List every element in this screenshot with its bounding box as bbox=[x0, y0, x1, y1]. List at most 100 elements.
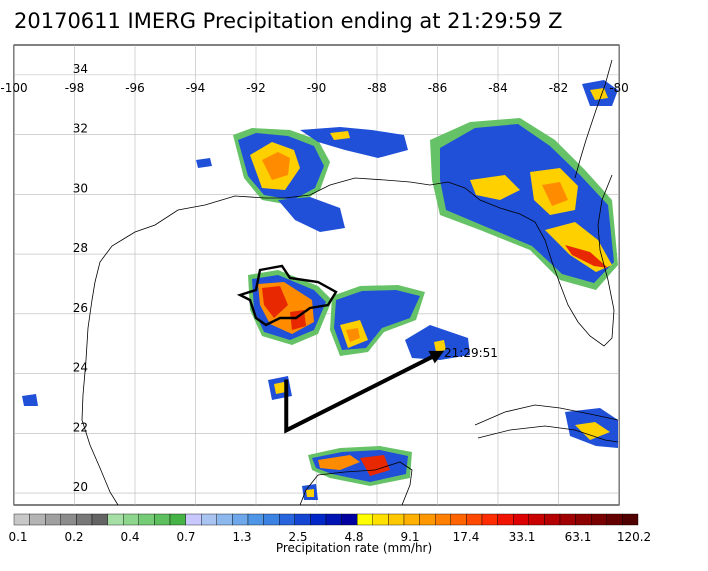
longitude-tick-label: -84 bbox=[488, 81, 508, 95]
precip-cell bbox=[278, 197, 345, 232]
colorbar-tick-label: 120.2 bbox=[617, 530, 651, 544]
latitude-tick-label: 20 bbox=[73, 480, 88, 494]
colorbar-tick-label: 4.8 bbox=[344, 530, 363, 544]
precip-cell bbox=[590, 88, 608, 100]
texas-mexico-coast bbox=[81, 184, 331, 505]
colorbar-swatch bbox=[263, 513, 280, 526]
colorbar-swatch bbox=[29, 513, 46, 526]
precip-cell bbox=[262, 286, 288, 318]
precip-cell bbox=[196, 158, 212, 168]
latitude-labels: 34 32 30 28 26 24 22 20 bbox=[73, 62, 88, 494]
longitude-tick-label: -100 bbox=[0, 81, 27, 95]
precip-cell bbox=[22, 394, 38, 406]
colorbar-swatch bbox=[481, 513, 498, 526]
colorbar-tick-label: 0.7 bbox=[176, 530, 195, 544]
precip-cell bbox=[346, 328, 360, 342]
colorbar-tick-label: 0.1 bbox=[8, 530, 27, 544]
colorbar-swatch bbox=[232, 513, 249, 526]
latitude-tick-label: 24 bbox=[73, 361, 88, 375]
colorbar-tick-label: 0.2 bbox=[64, 530, 83, 544]
colorbar-swatch bbox=[185, 513, 202, 526]
colorbar-tick-label: 33.1 bbox=[509, 530, 536, 544]
colorbar-tick-label: 63.1 bbox=[565, 530, 592, 544]
precip-cell bbox=[575, 422, 610, 440]
precip-cell bbox=[470, 175, 520, 200]
colorbar-tick-label: 1.3 bbox=[232, 530, 251, 544]
longitude-tick-label: -82 bbox=[549, 81, 569, 95]
colorbar-swatch bbox=[200, 513, 217, 526]
colorbar-swatch bbox=[169, 513, 186, 526]
colorbar-swatch bbox=[13, 513, 30, 526]
precipitation-cells bbox=[22, 80, 618, 500]
colorbar-swatch bbox=[528, 513, 545, 526]
colorbar-swatch bbox=[122, 513, 139, 526]
latitude-tick-label: 26 bbox=[73, 301, 88, 315]
colorbar-tick-label: 9.1 bbox=[400, 530, 419, 544]
colorbar-swatch bbox=[575, 513, 592, 526]
longitude-labels: -100 -98 -96 -94 -92 -90 -88 -86 -84 -82 -80 bbox=[0, 81, 628, 95]
colorbar-swatch bbox=[403, 513, 420, 526]
precip-cell bbox=[318, 455, 360, 470]
colorbar-swatch bbox=[294, 513, 311, 526]
colorbar-swatch bbox=[419, 513, 436, 526]
colorbar-swatch bbox=[45, 513, 62, 526]
rain-contour bbox=[236, 264, 338, 327]
longitude-tick-label: -92 bbox=[246, 81, 266, 95]
colorbar-swatch bbox=[435, 513, 452, 526]
precip-cell bbox=[330, 131, 350, 140]
colorbar-swatch bbox=[357, 513, 374, 526]
track-end-label: 21:29:51 bbox=[444, 346, 498, 360]
east-coast bbox=[574, 59, 613, 179]
gridlines bbox=[14, 45, 619, 505]
colorbar-swatch bbox=[60, 513, 77, 526]
longitude-tick-label: -96 bbox=[125, 81, 145, 95]
colorbar-swatch bbox=[91, 513, 108, 526]
colorbar-swatch bbox=[216, 513, 233, 526]
precip-cell bbox=[300, 127, 408, 158]
colorbar-label: Precipitation rate (mm/hr) bbox=[275, 541, 433, 555]
colorbar-tick-label: 0.4 bbox=[120, 530, 139, 544]
precip-cell bbox=[434, 340, 446, 352]
colorbar-swatch bbox=[138, 513, 155, 526]
longitude-tick-label: -80 bbox=[609, 81, 629, 95]
precip-cell bbox=[542, 182, 568, 206]
longitude-tick-label: -94 bbox=[186, 81, 206, 95]
storm-track bbox=[284, 350, 442, 434]
colorbar-swatch bbox=[388, 513, 405, 526]
storm-track-arrowhead bbox=[428, 350, 445, 364]
colorbar-swatch bbox=[513, 513, 530, 526]
colorbar-swatch bbox=[279, 513, 296, 526]
latitude-tick-label: 32 bbox=[73, 122, 88, 136]
colorbar-swatch bbox=[622, 513, 639, 526]
colorbar-tick-label: 17.4 bbox=[453, 530, 480, 544]
colorbar-swatch bbox=[310, 513, 327, 526]
colorbar-swatch bbox=[325, 513, 342, 526]
colorbar-swatch bbox=[559, 513, 576, 526]
precip-cell bbox=[262, 152, 290, 180]
latitude-tick-label: 34 bbox=[73, 62, 88, 76]
longitude-tick-label: -90 bbox=[307, 81, 327, 95]
longitude-tick-label: -86 bbox=[428, 81, 448, 95]
colorbar-swatch bbox=[450, 513, 467, 526]
yucatan-coast bbox=[299, 461, 413, 505]
colorbar-swatch bbox=[341, 513, 358, 526]
colorbar-tick-label: 2.5 bbox=[288, 530, 307, 544]
map-title: 20170611 IMERG Precipitation ending at 2… bbox=[14, 9, 563, 33]
precip-cell bbox=[306, 489, 314, 497]
colorbar bbox=[13, 513, 639, 526]
coastlines bbox=[81, 59, 619, 505]
colorbar-swatch bbox=[107, 513, 124, 526]
colorbar-swatch bbox=[466, 513, 483, 526]
colorbar-swatch bbox=[497, 513, 514, 526]
precip-cell bbox=[274, 382, 286, 394]
colorbar-swatch bbox=[606, 513, 623, 526]
colorbar-swatch bbox=[544, 513, 561, 526]
latitude-tick-label: 30 bbox=[73, 181, 88, 195]
colorbar-swatch bbox=[591, 513, 608, 526]
colorbar-swatch bbox=[76, 513, 93, 526]
latitude-tick-label: 28 bbox=[73, 241, 88, 255]
longitude-tick-label: -98 bbox=[65, 81, 85, 95]
colorbar-swatch bbox=[372, 513, 389, 526]
gulf-coast bbox=[329, 174, 615, 347]
colorbar-swatch bbox=[247, 513, 264, 526]
